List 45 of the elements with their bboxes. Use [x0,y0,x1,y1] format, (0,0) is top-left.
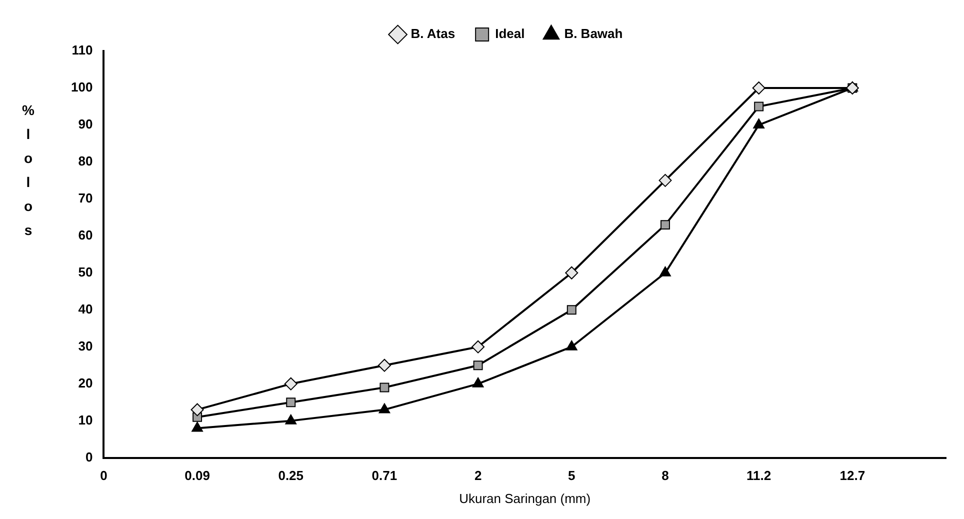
y-tick-label: 80 [78,154,93,169]
y-tick-label: 70 [78,190,93,206]
x-tick-label: 0 [100,468,108,484]
point [660,220,670,230]
x-tick-label: 0.25 [278,468,304,484]
point [752,81,766,94]
x-tick-label: 12.7 [840,468,866,484]
y-tick-label: 90 [78,116,93,132]
y-tick-label: 20 [78,375,93,390]
point [192,422,203,432]
point [472,377,484,388]
y-tick-label: 30 [78,338,93,354]
legend-label: Ideal [495,26,525,42]
point [566,305,576,315]
point [660,266,671,276]
point [380,382,390,392]
point [284,377,298,390]
point [472,340,485,354]
y-tick-label: 10 [78,412,93,428]
y-tick-label: 0 [85,449,93,464]
x-tick-label: 2 [474,468,482,484]
point [190,403,204,416]
point [754,102,764,112]
point [378,358,391,372]
point [286,398,296,408]
point [378,403,390,414]
x-tick-label: 5 [568,468,576,484]
y-tick-label: 100 [70,80,93,95]
x-axis-title: Ukuran Saringan (mm) [459,490,591,506]
y-axis-title: % lolos [22,101,34,240]
legend-label: B. Atas [410,26,456,42]
x-tick-label: 0.71 [372,468,398,484]
y-tick-label: 110 [72,42,93,58]
x-tick-label: 8 [662,468,669,484]
y-tick-label: 60 [78,227,93,242]
y-tick-label: 40 [78,301,93,316]
point [285,414,297,424]
x-tick-label: 0.09 [184,468,210,484]
point [658,174,672,187]
legend-label: B. Bawah [564,26,623,42]
y-tick-label: 50 [78,264,93,280]
point [473,360,483,370]
point [566,340,578,350]
x-tick-label: 11.2 [746,468,772,484]
point [565,266,578,280]
